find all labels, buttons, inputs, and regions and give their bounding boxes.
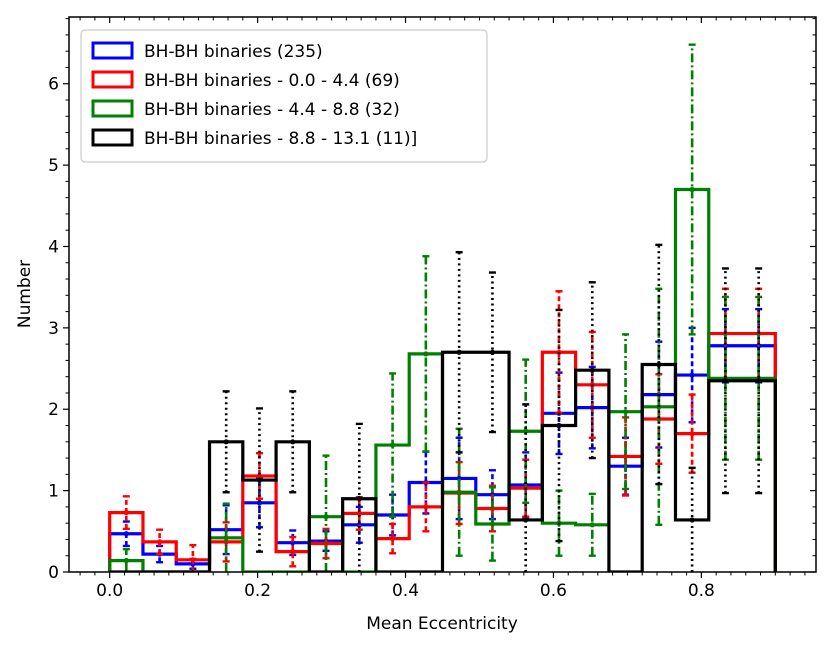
bin-marker [290, 549, 296, 555]
legend-swatch [91, 128, 134, 147]
legend-frame [80, 29, 488, 163]
y-axis-label: Number [15, 260, 35, 328]
bin-marker [256, 477, 263, 483]
bin-marker [290, 439, 296, 445]
legend-label: BH-BH binaries - 4.4 - 8.8 (32) [144, 100, 400, 120]
bin-marker [123, 558, 129, 564]
bin-marker [123, 531, 129, 537]
bin-marker [489, 521, 496, 527]
y-tick-label: 4 [48, 237, 59, 257]
bin-marker [423, 351, 429, 357]
bin-marker [256, 500, 263, 506]
bin-marker [622, 409, 629, 415]
bin-marker [556, 422, 562, 429]
legend-swatch [91, 99, 134, 118]
bin-marker [423, 504, 429, 510]
legend-swatch [91, 41, 134, 60]
bin-marker [356, 496, 362, 502]
bin-marker [190, 557, 196, 563]
x-tick-label: 0.2 [244, 581, 271, 601]
x-tick-label: 0.4 [392, 581, 419, 601]
bin-marker [456, 475, 462, 482]
x-tick-label: 0.6 [540, 581, 567, 601]
bin-marker [589, 367, 595, 373]
x-tick-label: 0.8 [688, 581, 715, 601]
bin-marker [389, 442, 396, 448]
bin-marker [290, 540, 296, 546]
x-tick-label: 0.0 [96, 581, 123, 601]
bin-marker [157, 539, 163, 545]
legend: BH-BH binaries (235) BH-BH binaries - 0.0… [80, 29, 488, 163]
bin-marker [123, 509, 129, 516]
y-tick-label: 0 [48, 563, 59, 583]
legend-label: BH-BH binaries (235) [144, 42, 323, 62]
bin-marker [689, 431, 695, 437]
bin-marker [722, 378, 728, 384]
bin-marker [689, 186, 695, 193]
y-tick-label: 6 [48, 75, 59, 95]
bin-marker [456, 349, 462, 355]
bin-marker [689, 372, 695, 378]
legend-swatch [91, 70, 134, 89]
y-tick-label: 1 [48, 482, 59, 502]
bin-marker [323, 514, 329, 520]
bin-marker [389, 536, 396, 542]
y-tick-label: 5 [48, 156, 59, 176]
x-axis-label: Mean Eccentricity [366, 614, 518, 634]
bin-marker [756, 378, 762, 384]
bin-marker [256, 473, 263, 479]
y-tick-label: 2 [48, 400, 59, 420]
bin-marker [456, 489, 462, 495]
plot-frame [68, 16, 817, 573]
bin-marker [656, 361, 662, 368]
bin-marker [689, 517, 695, 523]
series-layer [108, 43, 777, 572]
bin-marker [523, 517, 529, 523]
legend-label: BH-BH binaries - 8.8 - 13.1 (11)] [144, 129, 417, 149]
y-tick-label: 3 [48, 319, 59, 339]
bin-marker [589, 522, 595, 528]
bin-marker [622, 453, 629, 460]
legend-label: BH-BH binaries - 0.0 - 4.4 (69) [144, 71, 400, 91]
bin-marker [489, 349, 496, 355]
bin-marker [223, 439, 229, 445]
bin-marker [223, 535, 229, 541]
axes-layer: 0.0 0.2 0.4 0.6 0.8 0 1 2 3 4 5 6 [48, 17, 816, 601]
bin-marker [356, 510, 362, 517]
series-3 [109, 243, 777, 572]
